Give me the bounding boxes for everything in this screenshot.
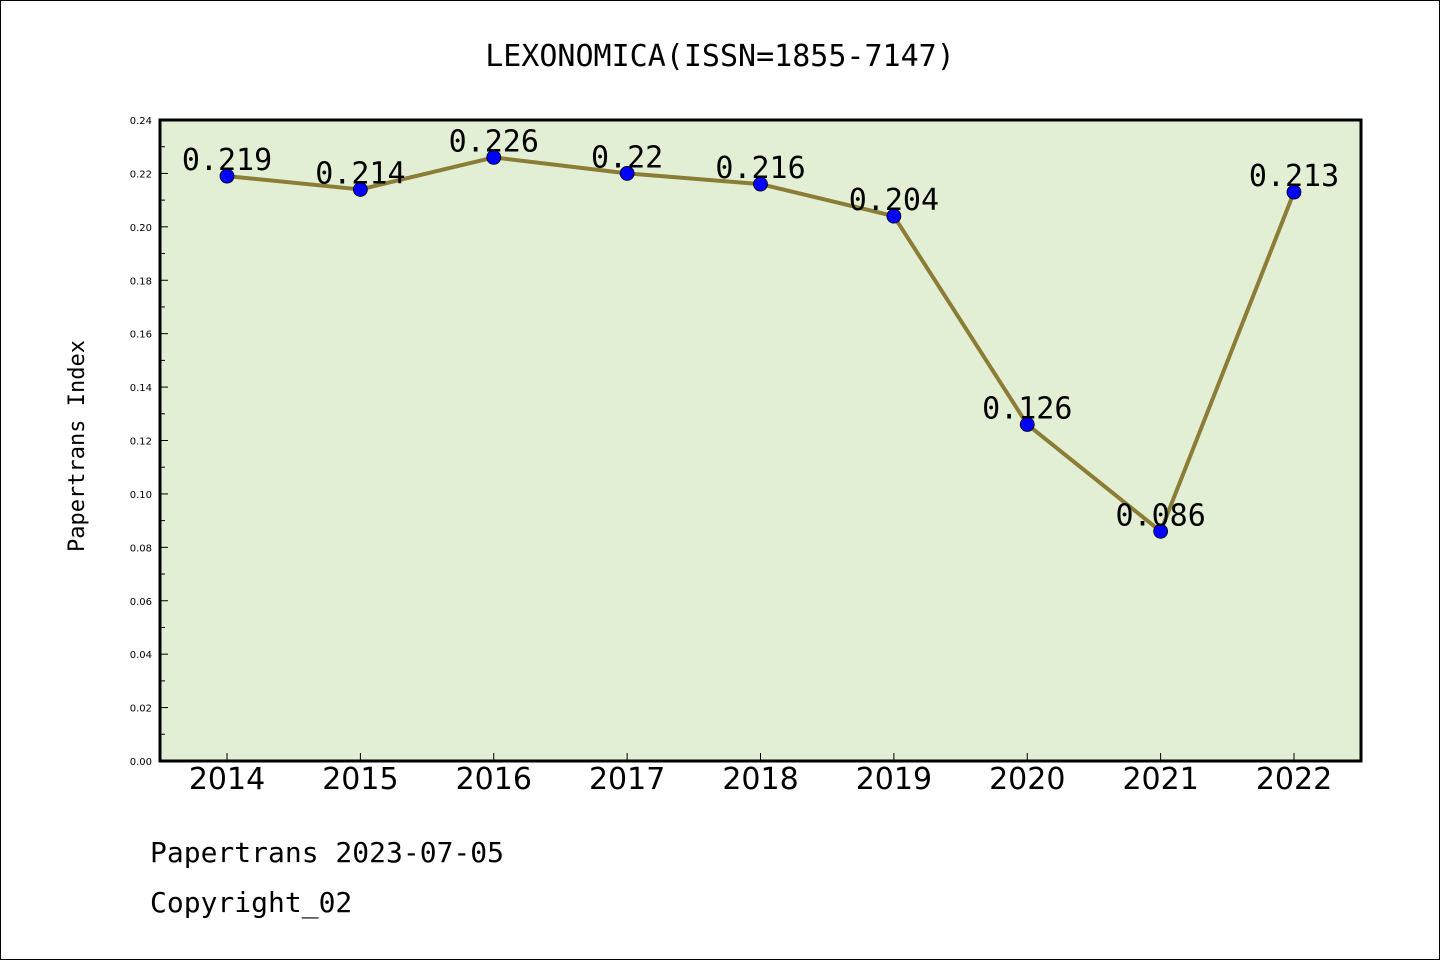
footer-copyright: Copyright_02 [150,886,353,919]
data-point [753,176,768,192]
x-tick-label: 2019 [856,762,932,797]
y-tick-label: 0.24 [130,116,152,127]
x-tick-label: 2020 [989,762,1065,797]
y-tick-label: 0.16 [130,330,152,341]
plot-border [158,118,1363,763]
y-tick-label: 0.22 [130,169,152,180]
y-tick-label: 0.02 [130,704,152,715]
chart-title: LEXONOMICA(ISSN=1855-7147) [485,39,955,74]
y-tick-label: 0.06 [130,597,152,608]
x-tick-label: 2018 [722,762,798,797]
x-axis: 2014 2015 2016 2017 2018 2019 2020 2021 2022 [189,753,1332,797]
y-tick-label: 0.18 [130,276,152,287]
plot-area [160,120,1361,761]
data-point [352,182,368,197]
data-point [486,149,502,165]
y-tick-label: 0.12 [130,437,152,448]
x-tick-label: 2014 [189,762,265,797]
data-point [1286,184,1302,200]
data-label-group: 0.219 0.214 0.226 0.22 0.216 0.204 0.126 0.086 0… [182,124,1339,533]
y-tick-label: 0.20 [130,223,152,234]
y-axis: 0.00 0.02 0.04 0.06 0.08 0.10 0.12 0.14 0.16 0.18… [130,116,168,768]
data-label: 0.216 [715,151,805,186]
data-point [619,166,635,181]
y-tick-label: 0.00 [130,757,152,768]
data-label: 0.214 [315,156,405,191]
marker-group [219,149,1302,539]
data-point [219,168,235,184]
x-tick-label: 2022 [1256,762,1332,797]
data-point [1019,417,1035,432]
data-label: 0.219 [182,143,272,178]
data-label: 0.213 [1249,159,1339,194]
y-tick-label: 0.04 [130,650,152,661]
x-tick-label: 2016 [456,762,532,797]
data-label: 0.126 [982,391,1072,426]
data-point [886,208,902,224]
data-label: 0.204 [849,183,939,218]
x-tick-label: 2021 [1122,762,1198,797]
data-point [1153,523,1169,539]
y-tick-label: 0.08 [130,543,152,554]
y-axis-label: Papertrans Index [65,340,90,552]
x-tick-label: 2015 [322,762,398,797]
footer-date: Papertrans 2023-07-05 [150,836,505,869]
y-tick-label: 0.14 [130,383,152,394]
data-label: 0.226 [449,124,539,159]
data-label: 0.086 [1115,498,1205,533]
data-label: 0.22 [591,140,663,175]
y-tick-label: 0.10 [130,490,152,501]
x-tick-label: 2017 [589,762,665,797]
